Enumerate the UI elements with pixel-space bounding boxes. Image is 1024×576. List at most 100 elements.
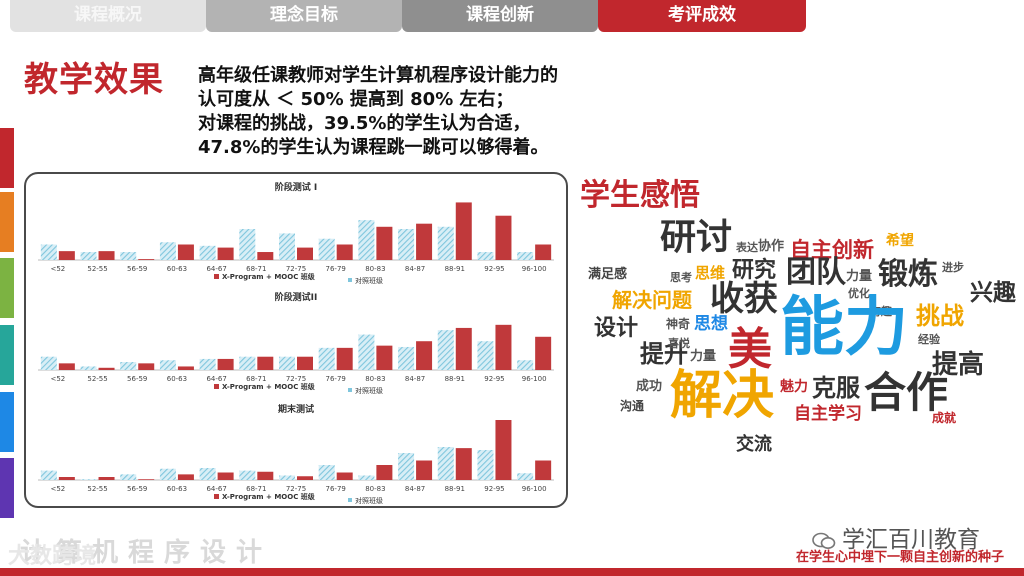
reflection-text: 计算机程序设计 [20, 538, 273, 568]
bar-xprogram [376, 226, 393, 260]
bar-control [318, 238, 335, 260]
bar-xprogram [455, 202, 472, 260]
tick-label: 56-59 [127, 265, 147, 273]
bar-control [80, 366, 97, 370]
word-cloud-word: 思考 [670, 271, 692, 284]
tick-label: 64-67 [206, 485, 226, 493]
bar-xprogram [177, 366, 194, 370]
tick-label: 88-91 [445, 485, 465, 493]
word-cloud-word: 研讨 [660, 217, 733, 258]
word-cloud-word: 满足感 [588, 267, 628, 282]
word-cloud-word: 锻炼 [878, 257, 938, 292]
watermark-text: 大数跨境 [8, 544, 97, 569]
legend-label: 对照班级 [355, 386, 383, 395]
description-line: 对课程的挑战，39.5%的学生认为合适， [198, 113, 531, 134]
tab-course-innovation[interactable]: 课程创新 [402, 0, 598, 32]
legend-swatch [348, 498, 352, 502]
bar-control [239, 356, 256, 370]
bar-control [120, 252, 137, 260]
bar-xprogram [138, 363, 155, 370]
bar-control [358, 220, 375, 260]
bar-xprogram [138, 259, 155, 260]
tick-label: 72-75 [286, 375, 306, 383]
tick-label: 52-55 [87, 265, 107, 273]
tick-label: 88-91 [445, 375, 465, 383]
tab-course-overview[interactable]: 课程概况 [10, 0, 206, 32]
word-cloud-word: 进步 [942, 261, 964, 274]
bar-xprogram [336, 472, 353, 480]
chart-panel: 阶段测试 I <52 52-55 56-59 60-63 64-67 68-71 72-75 7… [24, 172, 568, 508]
bar-control [40, 356, 57, 370]
tick-label: 72-75 [286, 485, 306, 493]
word-cloud-word: 解决问题 [612, 288, 692, 312]
bar-xprogram [535, 460, 552, 480]
tick-label: 96-100 [522, 375, 547, 383]
bar-xprogram [257, 252, 274, 260]
tick-label: 76-79 [326, 485, 346, 493]
word-cloud-word: 优化 [848, 287, 870, 300]
word-cloud-word: 力量 [846, 269, 873, 284]
word-cloud: 研讨 表达 协作 自主创新 希望 满足感 思考 思维 研究 团队 力量 锻炼 进步 兴趣 解决问题 收获 优化有… [580, 210, 1020, 470]
bottom-bar [0, 568, 1024, 576]
section-tabs: 课程概况 理念目标 课程创新 考评成效 [10, 0, 806, 32]
tick-label: 88-91 [445, 265, 465, 273]
tick-label: 64-67 [206, 265, 226, 273]
legend-swatch [214, 274, 219, 279]
tick-label: 68-71 [246, 375, 266, 383]
description-line: 高年级任课教师对学生计算机程序设计能力的 [198, 65, 558, 86]
word-cloud-word: 提升 [640, 340, 688, 368]
word-cloud-word: 自主学习 [794, 404, 862, 424]
word-cloud-word: 合作 [864, 368, 949, 417]
slogan: 在学生心中埋下一颗自主创新的种子 [796, 550, 1005, 565]
bar-xprogram [455, 448, 472, 480]
word-cloud-word: 表达 [736, 241, 758, 254]
bar-xprogram [455, 327, 472, 370]
bar-control [517, 473, 534, 480]
tick-label: 92-95 [484, 265, 504, 273]
side-color-block [0, 458, 14, 518]
word-cloud-word: 克服 [812, 374, 860, 402]
word-cloud-word: 成功 [636, 379, 663, 394]
word-cloud-word: 交流 [736, 434, 772, 455]
word-cloud-word: 希望 [886, 233, 914, 249]
word-cloud-word: 研究 [732, 258, 777, 283]
tab-concept-goals[interactable]: 理念目标 [206, 0, 402, 32]
bar-control [437, 330, 454, 370]
tab-evaluation-results[interactable]: 考评成效 [598, 0, 806, 32]
tick-label: 64-67 [206, 375, 226, 383]
word-cloud-word: 兴趣 [970, 280, 1016, 306]
bar-xprogram [297, 247, 313, 260]
side-color-block [0, 192, 14, 252]
bar-control [437, 226, 454, 260]
tick-label: 56-59 [127, 375, 147, 383]
tick-label: 60-63 [167, 265, 187, 273]
bar-control [159, 468, 176, 480]
bar-control [318, 347, 335, 370]
tick-label: 96-100 [522, 485, 547, 493]
bar-xprogram [535, 244, 552, 260]
brand: 学汇百川教育 [812, 520, 980, 554]
bar-xprogram [58, 251, 75, 260]
bar-control [40, 470, 57, 480]
tick-label: 96-100 [522, 265, 547, 273]
word-cloud-word: 提高 [932, 350, 985, 380]
bar-control [120, 362, 137, 370]
bar-control [398, 453, 415, 480]
bar-control [437, 447, 454, 480]
bar-xprogram [98, 251, 115, 260]
bar-control [199, 245, 216, 260]
description-line: 认可度从 ＜ 50% 提高到 80% 左右； [198, 89, 514, 110]
bar-control [279, 233, 295, 260]
tick-label: 52-55 [87, 375, 107, 383]
bar-xprogram [138, 479, 155, 480]
legend-label: 对照班级 [355, 276, 383, 285]
bar-xprogram [177, 474, 194, 480]
bar-control [477, 341, 494, 370]
tick-label: 80-83 [365, 265, 385, 273]
tick-label: 80-83 [365, 485, 385, 493]
tick-label: 68-71 [246, 265, 266, 273]
bar-xprogram [257, 356, 274, 370]
tick-label: <52 [50, 265, 65, 273]
bar-control [279, 475, 295, 480]
tick-label: 84-87 [405, 485, 425, 493]
